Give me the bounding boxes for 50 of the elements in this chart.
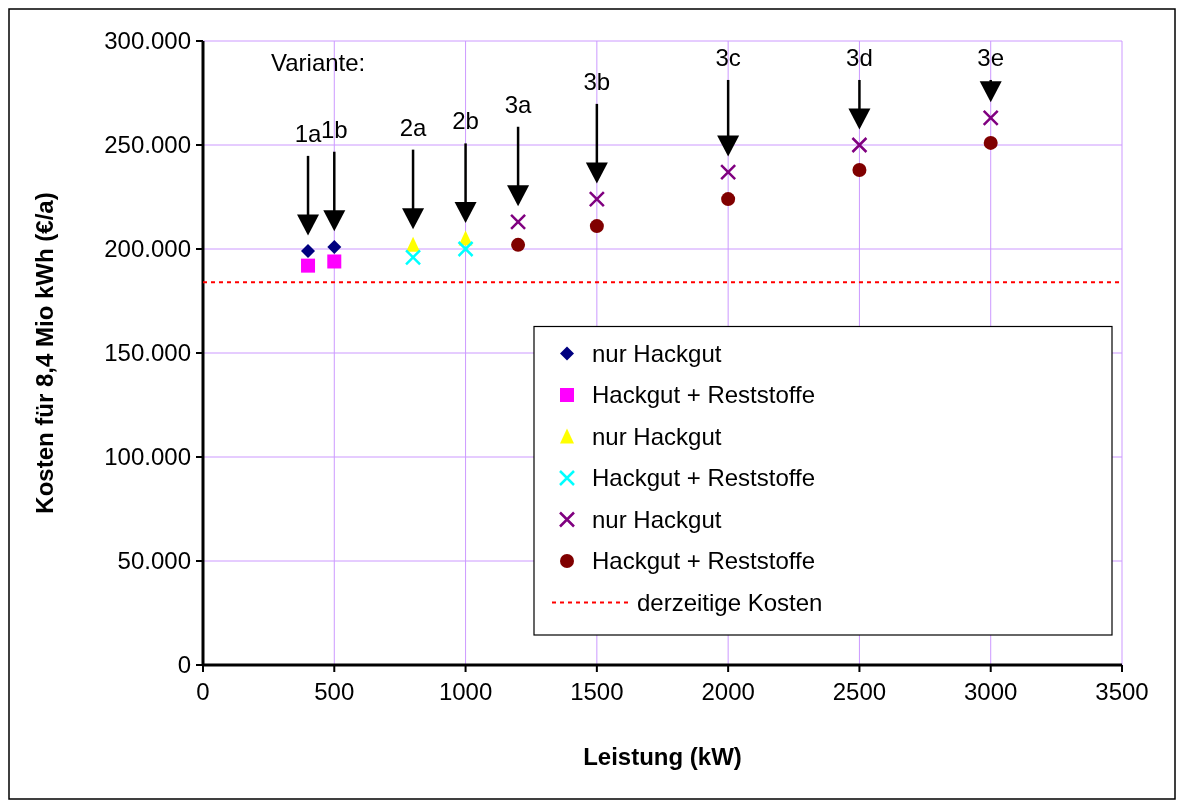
point [983, 135, 998, 150]
legend-label: Hackgut + Reststoffe [592, 547, 816, 575]
y-tick-label: 200.000 [104, 235, 191, 263]
legend-label: nur Hackgut [592, 505, 722, 533]
point [721, 192, 736, 207]
y-tick-label: 0 [177, 651, 191, 679]
x-tick-label: 0 [196, 678, 210, 705]
legend-label: derzeitige Kosten [637, 588, 823, 616]
annotation: 3c [715, 43, 741, 71]
y-tick-label: 100.000 [104, 443, 191, 471]
annotation: 3e [977, 43, 1005, 71]
y-tick-label: 150.000 [104, 339, 191, 367]
point [327, 254, 342, 269]
x-tick-label: 1000 [438, 678, 493, 705]
point [511, 237, 526, 252]
annotation: Variante: [271, 49, 366, 76]
point [719, 163, 737, 181]
x-tick-label: 1500 [570, 678, 624, 705]
point [457, 240, 474, 258]
point [404, 249, 422, 266]
point [301, 244, 316, 259]
point [327, 239, 342, 254]
x-tick-label: 2000 [701, 678, 755, 705]
point [589, 219, 604, 234]
point [851, 136, 868, 154]
point [588, 190, 606, 208]
annotation: 3d [846, 43, 873, 71]
legend-label: nur Hackgut [592, 339, 722, 367]
x-tick-label: 2500 [832, 678, 887, 705]
point [301, 258, 316, 273]
legend-label: Hackgut + Reststoffe [592, 464, 816, 492]
x-tick-label: 3500 [1095, 678, 1149, 705]
annotation: 3a [504, 90, 533, 118]
annotation: 2a [399, 113, 428, 141]
point [852, 162, 867, 177]
x-tick-label: 3000 [964, 678, 1018, 705]
y-tick-label: 50.000 [117, 547, 191, 575]
y-axis-title: Kosten für 8,4 Mio kWh (€/a) [31, 192, 58, 514]
x-tick-label: 500 [314, 678, 355, 705]
point [509, 213, 527, 231]
y-tick-label: 250.000 [104, 131, 191, 159]
y-tick-label: 300.000 [104, 27, 191, 55]
legend-label: Hackgut + Reststoffe [592, 381, 816, 409]
point [406, 236, 421, 252]
annotation: 2b [452, 107, 479, 135]
legend-label: nur Hackgut [592, 422, 722, 450]
point [982, 109, 999, 127]
annotation: 1a [294, 119, 323, 147]
x-axis-title: Leistung (kW) [583, 743, 742, 770]
annotation: 3b [583, 67, 611, 95]
